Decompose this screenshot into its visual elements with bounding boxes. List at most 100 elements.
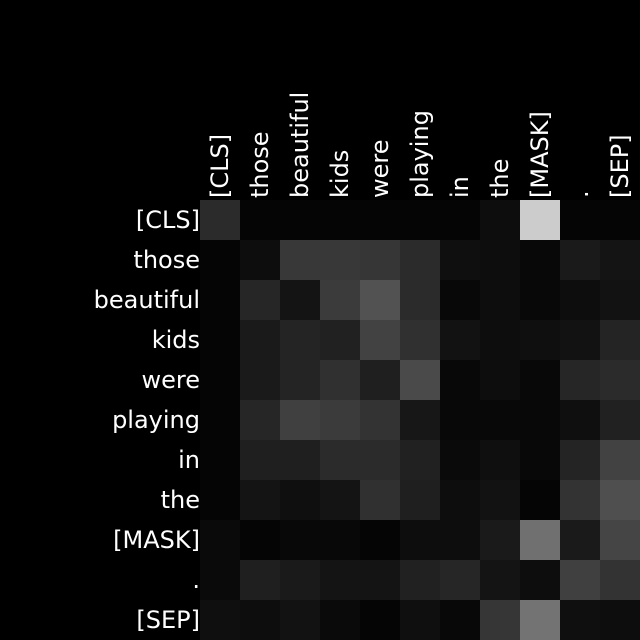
- heatmap-cell: [560, 440, 600, 480]
- heatmap-cell: [400, 480, 440, 520]
- heatmap-cell: [280, 200, 320, 240]
- heatmap-cell: [520, 360, 560, 400]
- heatmap-cell: [480, 480, 520, 520]
- heatmap-cell: [400, 240, 440, 280]
- heatmap-cell: [320, 280, 360, 320]
- heatmap-cell: [240, 560, 280, 600]
- heatmap-cell: [520, 200, 560, 240]
- heatmap-cell: [520, 560, 560, 600]
- heatmap-cell: [280, 480, 320, 520]
- heatmap-cell: [440, 440, 480, 480]
- heatmap-cell: [480, 600, 520, 640]
- heatmap-cell: [320, 560, 360, 600]
- column-label: [SEP]: [606, 134, 634, 198]
- heatmap-cell: [360, 520, 400, 560]
- heatmap-cell: [200, 520, 240, 560]
- column-label: beautiful: [286, 91, 314, 198]
- heatmap-cell: [520, 480, 560, 520]
- heatmap-cell: [480, 200, 520, 240]
- heatmap-cell: [480, 240, 520, 280]
- heatmap-cell: [440, 480, 480, 520]
- heatmap-cell: [560, 200, 600, 240]
- heatmap-cell: [480, 360, 520, 400]
- heatmap-cell: [440, 360, 480, 400]
- heatmap-cell: [240, 400, 280, 440]
- column-label: .: [566, 190, 594, 198]
- heatmap-cell: [280, 440, 320, 480]
- heatmap-cell: [560, 280, 600, 320]
- heatmap-cell: [560, 480, 600, 520]
- heatmap-cell: [200, 480, 240, 520]
- heatmap-cell: [320, 200, 360, 240]
- heatmap-cell: [240, 520, 280, 560]
- heatmap-cell: [400, 520, 440, 560]
- column-label: [CLS]: [206, 133, 234, 198]
- heatmap-cell: [360, 600, 400, 640]
- heatmap-cell: [360, 480, 400, 520]
- heatmap-cell: [360, 200, 400, 240]
- heatmap-cell: [200, 200, 240, 240]
- row-label: [SEP]: [136, 606, 200, 634]
- heatmap-cell: [320, 240, 360, 280]
- heatmap-cell: [520, 320, 560, 360]
- heatmap-cell: [320, 480, 360, 520]
- heatmap-cell: [320, 400, 360, 440]
- heatmap-cell: [600, 240, 640, 280]
- heatmap-cell: [560, 360, 600, 400]
- heatmap-cell: [440, 320, 480, 360]
- heatmap-cell: [360, 560, 400, 600]
- heatmap-cell: [400, 440, 440, 480]
- heatmap-cell: [480, 400, 520, 440]
- heatmap-cell: [240, 320, 280, 360]
- heatmap-cell: [280, 280, 320, 320]
- heatmap-cell: [280, 320, 320, 360]
- column-label: the: [486, 158, 514, 198]
- heatmap-cell: [560, 520, 600, 560]
- heatmap-cell: [360, 360, 400, 400]
- heatmap-cell: [480, 520, 520, 560]
- heatmap-cell: [600, 440, 640, 480]
- row-label: beautiful: [93, 286, 200, 314]
- heatmap-cell: [480, 320, 520, 360]
- heatmap-cell: [200, 600, 240, 640]
- heatmap-cell: [200, 440, 240, 480]
- heatmap-cell: [560, 560, 600, 600]
- heatmap-cell: [600, 600, 640, 640]
- heatmap-cell: [200, 400, 240, 440]
- row-label: those: [133, 246, 200, 274]
- heatmap-cell: [320, 320, 360, 360]
- heatmap-cell: [360, 440, 400, 480]
- row-label: the: [160, 486, 200, 514]
- heatmap-cell: [280, 560, 320, 600]
- heatmap-cell: [600, 360, 640, 400]
- heatmap-cell: [400, 560, 440, 600]
- heatmap-cell: [360, 400, 400, 440]
- heatmap-cell: [600, 400, 640, 440]
- heatmap-cell: [520, 440, 560, 480]
- heatmap-cell: [320, 440, 360, 480]
- heatmap-cell: [520, 600, 560, 640]
- row-label: playing: [112, 406, 200, 434]
- heatmap-cell: [240, 240, 280, 280]
- heatmap-cell: [240, 440, 280, 480]
- heatmap-cell: [480, 280, 520, 320]
- heatmap-cell: [200, 360, 240, 400]
- heatmap-cell: [600, 280, 640, 320]
- heatmap-cell: [360, 320, 400, 360]
- heatmap-cell: [440, 200, 480, 240]
- heatmap-cell: [600, 200, 640, 240]
- heatmap-cell: [600, 560, 640, 600]
- heatmap-cell: [520, 520, 560, 560]
- heatmap-cell: [240, 480, 280, 520]
- heatmap-cell: [280, 600, 320, 640]
- heatmap-cell: [280, 520, 320, 560]
- heatmap-cell: [200, 280, 240, 320]
- heatmap-cell: [520, 240, 560, 280]
- column-label: those: [246, 131, 274, 198]
- column-label: in: [446, 176, 474, 198]
- heatmap-cell: [320, 360, 360, 400]
- heatmap-cell: [560, 240, 600, 280]
- heatmap-cell: [560, 600, 600, 640]
- heatmap-cell: [360, 280, 400, 320]
